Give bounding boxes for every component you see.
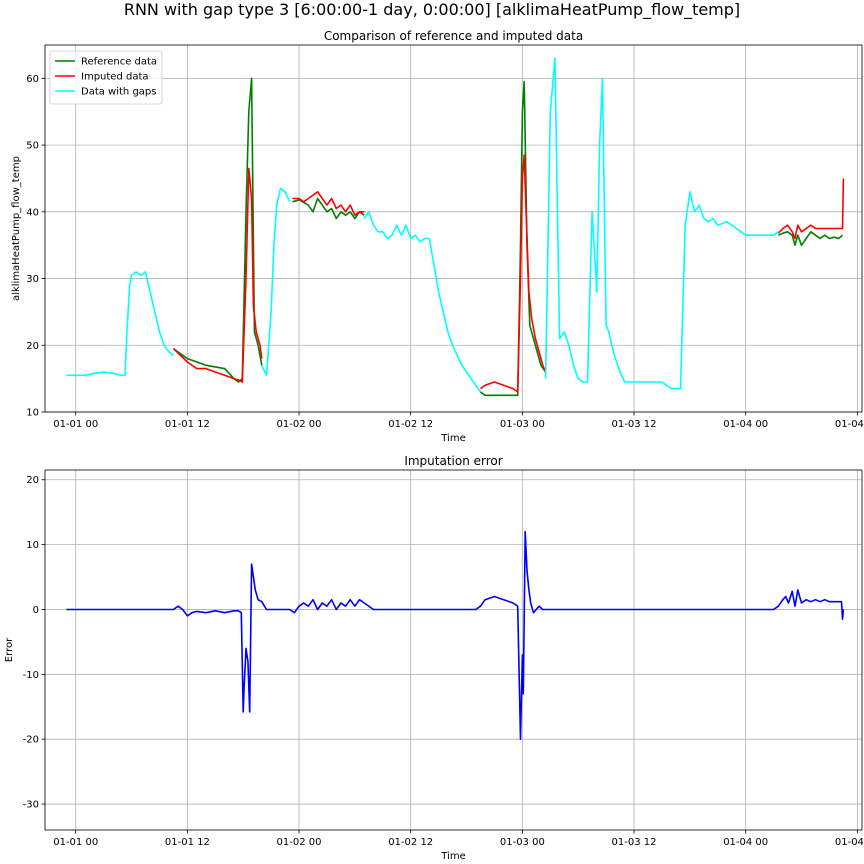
x-tick-label: 01-02 12 <box>388 837 433 848</box>
x-tick-label: 01-02 00 <box>277 419 322 430</box>
legend: Reference data Imputed data Data with gaps <box>49 50 163 105</box>
axes-frame <box>44 44 863 413</box>
y-axis-label: alklimaHeatPump_flow_temp <box>11 156 22 301</box>
series-line-imputed-data <box>292 191 365 216</box>
figure-title: RNN with gap type 3 [6:00:00-1 day, 0:00… <box>123 0 741 19</box>
x-tick-label: 01-01 00 <box>53 837 98 848</box>
axes-frame <box>44 469 863 831</box>
chart-panel-2: 01-01 00 01-01 12 01-02 00 01-02 12 01-03 00… <box>4 454 864 862</box>
x-tick-label: 01-01 00 <box>53 419 98 430</box>
series-group <box>66 530 845 741</box>
y-tick-label: 20 <box>26 341 39 352</box>
series-line-data-with-gaps <box>261 187 291 377</box>
series-line-imputed-data <box>172 167 263 383</box>
x-tick-label: 01-03 12 <box>612 419 657 430</box>
y-tick-label: 10 <box>26 408 39 419</box>
y-tick-label: 50 <box>26 141 39 152</box>
x-tick-label: 01-03 00 <box>500 837 545 848</box>
x-tick-label: 01-03 00 <box>500 419 545 430</box>
series-line-data-with-gaps <box>363 211 482 393</box>
y-tick-label: 10 <box>26 540 39 551</box>
panel-title: Imputation error <box>404 454 502 468</box>
x-tick-label: 01-02 00 <box>277 837 322 848</box>
x-tick-label: 01-04 12 <box>835 837 864 848</box>
series-line-imputed-data <box>480 154 547 393</box>
series-line-reference-data <box>480 80 547 397</box>
x-tick-label: 01-04 00 <box>723 419 768 430</box>
series-line-reference-data <box>292 197 365 220</box>
x-tick-label: 01-01 12 <box>165 837 210 848</box>
legend-label: Data with gaps <box>81 87 156 98</box>
y-tick-label: -30 <box>23 800 39 811</box>
y-tick-label: -10 <box>23 670 39 681</box>
plot-area <box>45 45 862 412</box>
y-tick-label: 0 <box>33 605 39 616</box>
y-axis-label: Error <box>4 637 15 662</box>
x-tick-label: 01-04 00 <box>723 837 768 848</box>
series-line-data-with-gaps <box>66 271 174 377</box>
y-tick-label: 30 <box>26 274 39 285</box>
series-line-data-with-gaps <box>544 57 779 390</box>
series-line-reference-data <box>777 231 844 246</box>
x-tick-label: 01-02 12 <box>388 419 433 430</box>
y-tick-label: 60 <box>26 74 39 85</box>
x-tick-label: 01-03 12 <box>612 837 657 848</box>
panel-title: Comparison of reference and imputed data <box>324 29 583 43</box>
x-axis-label: Time <box>440 433 465 444</box>
series-group <box>66 57 845 397</box>
legend-label: Reference data <box>81 57 157 68</box>
y-tick-label: 20 <box>26 475 39 486</box>
x-axis-label: Time <box>440 851 465 862</box>
series-line-imputed-data <box>777 178 845 240</box>
x-tick-label: 01-04 12 <box>835 419 864 430</box>
legend-box <box>49 50 163 105</box>
chart-panel-1: 01-01 00 01-01 12 01-02 00 01-02 12 01-03 00… <box>11 29 864 444</box>
x-tick-label: 01-01 12 <box>165 419 210 430</box>
y-tick-label: 40 <box>26 207 39 218</box>
plot-area <box>45 470 862 830</box>
legend-label: Imputed data <box>81 72 149 83</box>
series-line-error <box>66 530 845 741</box>
y-tick-label: -20 <box>23 735 39 746</box>
